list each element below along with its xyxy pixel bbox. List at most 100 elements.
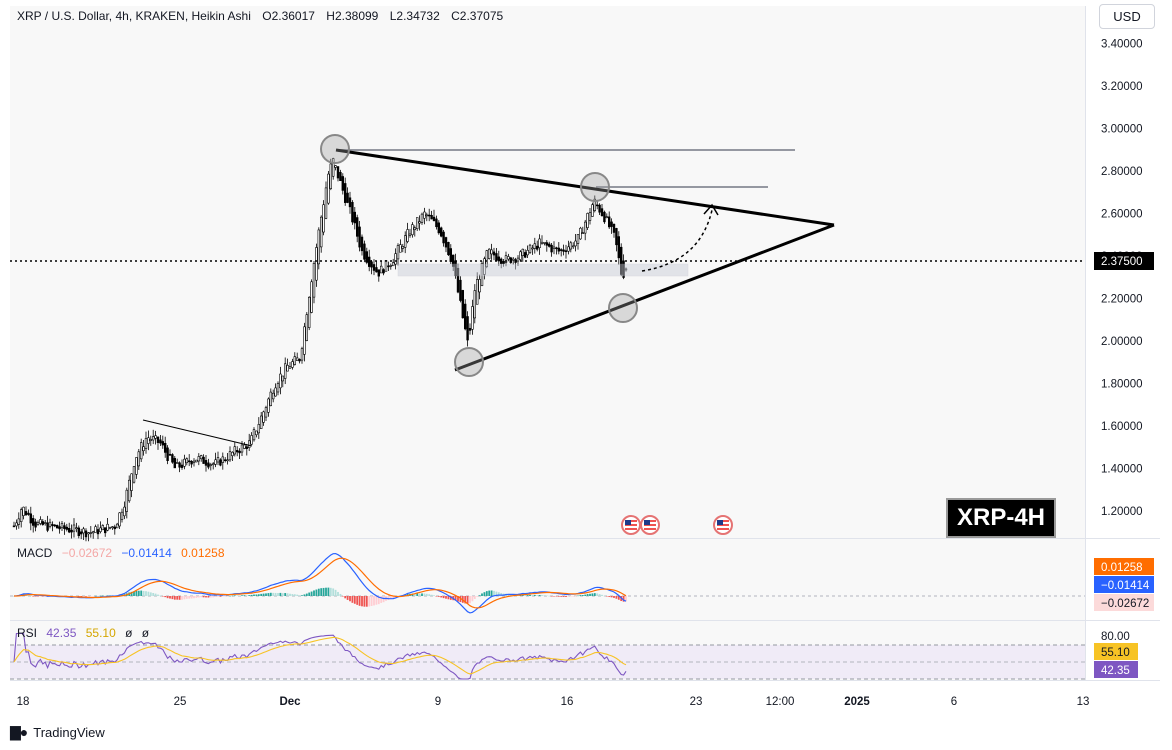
macd-histogram-bar (598, 594, 601, 596)
early-trendline (142, 419, 253, 447)
macd-histogram-bar (212, 596, 215, 598)
macd-histogram-bar (181, 596, 183, 600)
rsi-legend[interactable]: RSI 42.35 55.10 ø ø (17, 626, 150, 640)
macd-histogram-bar (526, 595, 529, 596)
macd-histogram-bar (322, 587, 325, 596)
us-flag-icon[interactable] (713, 515, 733, 535)
macd-histogram-bar (39, 596, 42, 597)
candle (521, 248, 525, 262)
rsi-line (13, 632, 627, 680)
macd-histogram-bar (545, 595, 548, 597)
macd-histogram-bar (541, 595, 543, 596)
candle (555, 246, 558, 255)
candle (96, 524, 100, 540)
currency-button[interactable]: USD (1099, 4, 1155, 29)
macd-histogram-bar (135, 590, 138, 596)
macd-histogram-bar (478, 595, 481, 596)
macd-histogram-bar (257, 594, 260, 596)
candle (279, 366, 282, 395)
candle (461, 289, 464, 319)
candle (238, 448, 241, 460)
macd-histogram-bar (529, 594, 531, 596)
candle (605, 213, 609, 219)
candle (192, 458, 196, 467)
candle (432, 209, 436, 222)
macd-histogram-bar (92, 596, 95, 597)
candle (12, 521, 16, 528)
candle (490, 243, 493, 260)
candle (307, 296, 311, 331)
candle (315, 243, 318, 287)
us-flag-icon[interactable] (640, 515, 660, 535)
candle (403, 231, 407, 254)
candle (391, 258, 395, 267)
candle (65, 523, 69, 532)
candle (22, 506, 25, 520)
candle (557, 242, 561, 255)
candle (607, 211, 611, 229)
macd-histogram-bar (229, 595, 231, 597)
macd-pane[interactable] (10, 539, 1085, 620)
macd-histogram-bar (375, 596, 378, 605)
macd-signal-tag (1094, 558, 1154, 575)
candle (94, 524, 97, 533)
price-axis[interactable]: 3.400003.200003.000002.800002.600002.400… (1101, 39, 1143, 519)
macd-histogram-bar (183, 596, 186, 600)
macd-histogram-bar (454, 596, 457, 601)
candle (228, 446, 232, 462)
candle (84, 528, 88, 542)
macd-histogram-bar (209, 596, 212, 598)
macd-histogram-bar (308, 592, 311, 596)
us-flag-icon[interactable] (621, 515, 641, 535)
candle (423, 207, 426, 225)
triangle-lower-trendline (454, 223, 835, 372)
macd-histogram-bar (567, 596, 570, 597)
candle (219, 458, 222, 467)
main-pane[interactable] (10, 6, 1085, 538)
candle (504, 251, 508, 267)
macd-histogram-bar (543, 595, 546, 596)
time-axis[interactable]: 18 25 Dec 9 16 23 12:00 2025 6 13 (17, 696, 1090, 708)
candle (55, 524, 59, 529)
candle (75, 522, 78, 533)
open-value: 2.36017 (272, 9, 316, 23)
macd-histogram-bar (591, 593, 594, 596)
macd-histogram-bar (99, 595, 102, 597)
tradingview-logo[interactable]: ▇● TradingView (10, 722, 105, 742)
candle (207, 458, 210, 470)
low-label: L (390, 9, 397, 23)
price-tick-label: 3.20000 (1101, 81, 1143, 93)
macd-histogram-bar (334, 589, 337, 596)
macd-histogram-bar (483, 592, 486, 596)
candle (339, 169, 342, 181)
macd-histogram-bar (200, 596, 203, 598)
candle (487, 248, 491, 260)
candle (535, 240, 539, 252)
macd-histogram-bar (231, 595, 234, 597)
candle (214, 452, 217, 468)
candle (571, 242, 575, 249)
macd-histogram-bar (584, 594, 587, 596)
candle (427, 208, 431, 222)
macd-histogram-bar (147, 591, 150, 596)
macd-histogram-bar (169, 596, 171, 599)
macd-histogram-bar (293, 594, 296, 596)
macd-signal-value: 0.01258 (181, 546, 225, 560)
macd-histogram-bar (560, 596, 563, 597)
candle (236, 446, 239, 457)
macd-histogram-bar (265, 593, 267, 596)
candle (603, 210, 606, 224)
candle (519, 250, 522, 261)
macd-legend[interactable]: MACD −0.02672 −0.01414 0.01258 (17, 546, 225, 560)
macd-histogram-bar (85, 596, 87, 597)
macd-histogram-bar (104, 595, 107, 597)
candle (312, 260, 316, 304)
macd-histogram-bar (329, 587, 332, 596)
macd-histogram-bar (32, 596, 35, 597)
candle (372, 259, 376, 276)
time-tick-label: Dec (279, 696, 301, 708)
candle (257, 417, 260, 439)
macd-histogram-bar (495, 591, 498, 596)
close-value: 2.37075 (460, 9, 504, 23)
